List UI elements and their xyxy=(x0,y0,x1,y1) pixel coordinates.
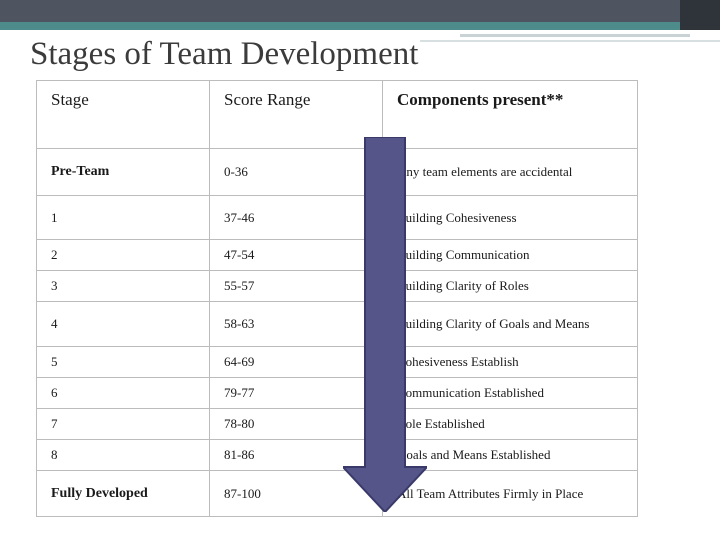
teal-stripe xyxy=(0,22,720,30)
table-row: 5 64-69 Cohesiveness Establish xyxy=(36,346,638,378)
header-components: Components present** xyxy=(382,80,638,149)
table-row: 7 78-80 Role Established xyxy=(36,408,638,440)
cell-component: Communication Established xyxy=(382,377,638,409)
cell-component: Building Communication xyxy=(382,239,638,271)
cell-component: Any team elements are accidental xyxy=(382,148,638,196)
cell-stage: 7 xyxy=(36,408,210,440)
cell-stage: 5 xyxy=(36,346,210,378)
table-row: 8 81-86 Goals and Means Established xyxy=(36,439,638,471)
table-row: 6 79-77 Communication Established xyxy=(36,377,638,409)
cell-range: 79-77 xyxy=(209,377,383,409)
cell-stage: 2 xyxy=(36,239,210,271)
accent-lines xyxy=(420,34,720,46)
stages-table: Stage Score Range Components present** P… xyxy=(36,80,638,517)
header-score-range: Score Range xyxy=(209,80,383,149)
cell-stage: 6 xyxy=(36,377,210,409)
cell-range: 78-80 xyxy=(209,408,383,440)
cell-stage: 3 xyxy=(36,270,210,302)
table-header-row: Stage Score Range Components present** xyxy=(36,80,638,149)
table-row: 4 58-63 Building Clarity of Goals and Mean… xyxy=(36,301,638,347)
cell-component: Building Cohesiveness xyxy=(382,195,638,240)
top-decoration-bar xyxy=(0,0,720,30)
table-row: Pre-Team 0-36 Any team elements are accide… xyxy=(36,148,638,196)
cell-stage: Fully Developed xyxy=(36,470,210,517)
table-row: 3 55-57 Building Clarity of Roles xyxy=(36,270,638,302)
cell-component: All Team Attributes Firmly in Place xyxy=(382,470,638,517)
cell-stage: 8 xyxy=(36,439,210,471)
cell-range: 47-54 xyxy=(209,239,383,271)
header-stage: Stage xyxy=(36,80,210,149)
slide-title: Stages of Team Development xyxy=(30,36,419,72)
table-row: 2 47-54 Building Communication xyxy=(36,239,638,271)
cell-component: Building Clarity of Goals and Means xyxy=(382,301,638,347)
corner-block xyxy=(680,0,720,30)
cell-component: Goals and Means Established xyxy=(382,439,638,471)
table-row: Fully Developed 87-100 All Team Attributes… xyxy=(36,470,638,517)
cell-stage: 4 xyxy=(36,301,210,347)
down-arrow-icon xyxy=(343,137,427,512)
cell-component: Building Clarity of Roles xyxy=(382,270,638,302)
cell-stage: 1 xyxy=(36,195,210,240)
cell-component: Cohesiveness Establish xyxy=(382,346,638,378)
table-row: 1 37-46 Building Cohesiveness xyxy=(36,195,638,240)
cell-range: 58-63 xyxy=(209,301,383,347)
cell-range: 55-57 xyxy=(209,270,383,302)
cell-stage: Pre-Team xyxy=(36,148,210,196)
cell-range: 64-69 xyxy=(209,346,383,378)
